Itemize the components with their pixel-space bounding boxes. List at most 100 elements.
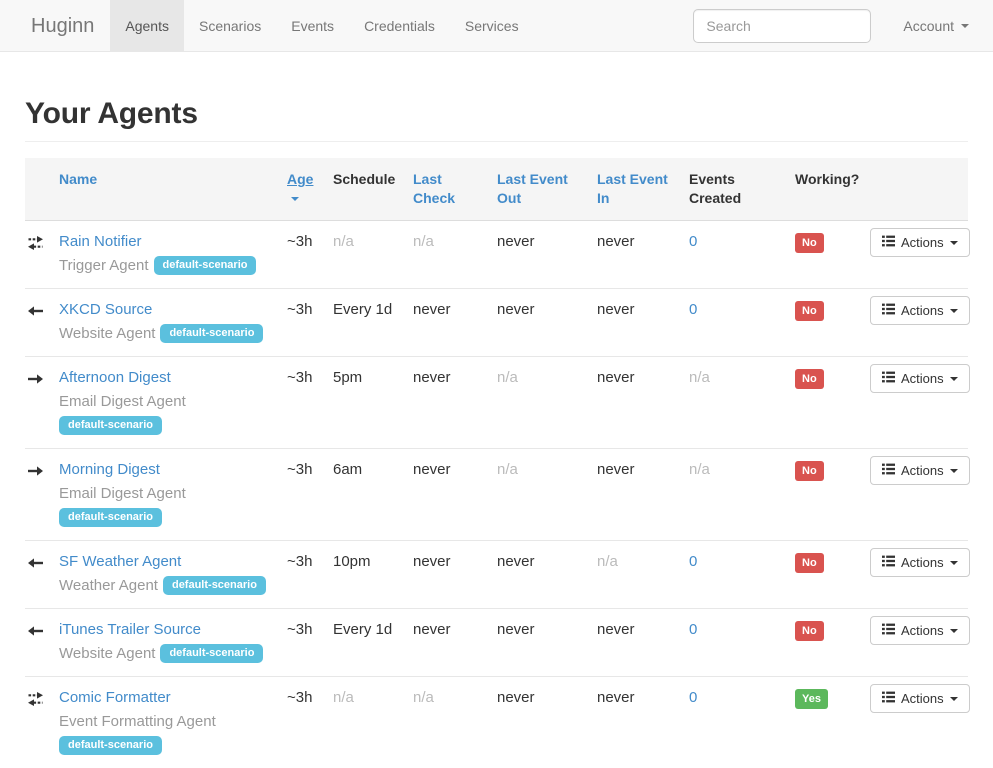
column-header-name[interactable]: Name [59,158,287,221]
actions-button[interactable]: Actions [870,228,970,257]
column-header-age[interactable]: Age [287,158,333,221]
events-created-cell[interactable]: 0 [689,221,795,289]
navbar-right: Account [693,0,993,51]
agent-name-link[interactable]: SF Weather Agent [59,553,181,570]
schedule-cell: n/a [333,677,413,768]
last-event-out-cell: never [497,609,597,677]
agent-name-link[interactable]: Rain Notifier [59,233,142,250]
events-created-cell[interactable]: 0 [689,677,795,768]
actions-cell: Actions [870,449,968,541]
actions-button[interactable]: Actions [870,364,970,393]
working-badge: No [795,621,824,641]
age-cell: ~3h [287,289,333,357]
agent-type-label: Email Digest Agent [59,485,186,502]
agents-table-body: Rain Notifier Trigger Agent default-scena… [25,221,968,768]
last-check-cell: never [413,289,497,357]
agent-name-link[interactable]: Morning Digest [59,461,160,478]
last-event-out-cell: never [497,289,597,357]
events-created-cell[interactable]: 0 [689,289,795,357]
column-header-icon [25,158,59,221]
agent-type-label: Website Agent [59,645,155,662]
scenario-badge[interactable]: default-scenario [160,644,263,663]
column-header-actions [870,158,968,221]
schedule-cell: 6am [333,449,413,541]
actions-button[interactable]: Actions [870,684,970,713]
working-badge: No [795,553,824,573]
agent-type-label: Email Digest Agent [59,393,186,410]
last-event-out-cell: n/a [497,449,597,541]
account-menu[interactable]: Account [903,18,969,34]
scenario-badge[interactable]: default-scenario [59,508,162,527]
nav-item-services[interactable]: Services [450,0,534,51]
actions-cell: Actions [870,221,968,289]
arrow-right-icon [27,371,49,387]
caret-down-icon [950,377,958,381]
actions-button[interactable]: Actions [870,296,970,325]
agent-name-link[interactable]: Comic Formatter [59,689,171,706]
agent-name-link[interactable]: iTunes Trailer Source [59,621,201,638]
list-icon [882,371,895,386]
actions-button[interactable]: Actions [870,456,970,485]
schedule-cell: n/a [333,221,413,289]
events-created-cell[interactable]: 0 [689,541,795,609]
actions-cell: Actions [870,677,968,768]
table-row: Afternoon Digest Email Digest Agent defau… [25,357,968,449]
actions-cell: Actions [870,541,968,609]
name-cell: Rain Notifier Trigger Agent default-scena… [59,221,287,289]
scenario-badge[interactable]: default-scenario [154,256,257,275]
working-cell: No [795,289,870,357]
column-header-last-event-in[interactable]: Last Event In [597,158,689,221]
working-badge: No [795,301,824,321]
actions-button[interactable]: Actions [870,616,970,645]
chevron-down-icon [961,24,969,28]
events-created-cell[interactable]: 0 [689,609,795,677]
page-header: Your Agents [25,97,968,142]
exchange-icon [27,691,49,707]
agent-name-link[interactable]: XKCD Source [59,301,152,318]
actions-cell: Actions [870,609,968,677]
scenario-badge[interactable]: default-scenario [163,576,266,595]
scenario-badge[interactable]: default-scenario [59,736,162,755]
agent-type-label: Website Agent [59,325,155,342]
working-badge: No [795,461,824,481]
last-event-in-cell: never [597,221,689,289]
page-title: Your Agents [25,97,968,131]
caret-down-icon [950,469,958,473]
actions-button[interactable]: Actions [870,548,970,577]
age-cell: ~3h [287,541,333,609]
scenario-badge[interactable]: default-scenario [160,324,263,343]
nav-item-scenarios[interactable]: Scenarios [184,0,276,51]
last-event-out-cell: never [497,221,597,289]
last-check-cell: never [413,357,497,449]
last-check-cell: n/a [413,221,497,289]
search-input[interactable] [693,9,871,43]
nav-item-agents[interactable]: Agents [110,0,184,51]
working-cell: No [795,541,870,609]
last-event-in-cell: never [597,609,689,677]
events-created-cell: n/a [689,449,795,541]
account-label: Account [903,18,954,34]
table-row: Morning Digest Email Digest Agent default… [25,449,968,541]
scenario-badge[interactable]: default-scenario [59,416,162,435]
last-event-in-cell: never [597,449,689,541]
exchange-icon [27,235,49,251]
working-cell: Yes [795,677,870,768]
agent-type-label: Trigger Agent [59,257,149,274]
name-cell: Comic Formatter Event Formatting Agentde… [59,677,287,768]
nav-item-credentials[interactable]: Credentials [349,0,450,51]
table-row: Rain Notifier Trigger Agent default-scena… [25,221,968,289]
schedule-cell: Every 1d [333,289,413,357]
schedule-cell: 10pm [333,541,413,609]
column-header-last-event-out[interactable]: Last Event Out [497,158,597,221]
working-cell: No [795,449,870,541]
caret-down-icon [950,241,958,245]
nav-item-events[interactable]: Events [276,0,349,51]
name-cell: iTunes Trailer Source Website Agent defau… [59,609,287,677]
last-event-out-cell: never [497,541,597,609]
arrow-right-icon [27,463,49,479]
column-header-last-check[interactable]: Last Check [413,158,497,221]
agent-name-link[interactable]: Afternoon Digest [59,369,171,386]
brand-logo[interactable]: Huginn [15,0,110,51]
